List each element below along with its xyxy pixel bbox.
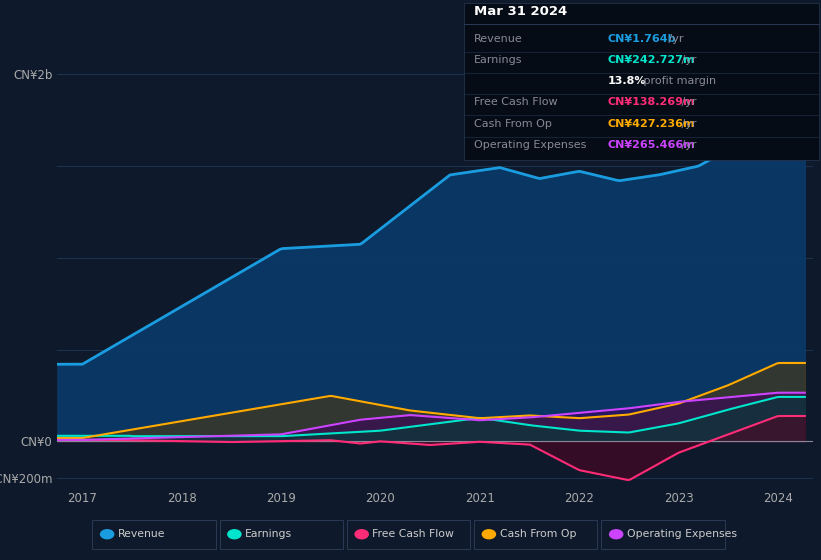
Text: Operating Expenses: Operating Expenses xyxy=(474,140,586,150)
Text: CN¥265.466m: CN¥265.466m xyxy=(608,140,695,150)
Text: Operating Expenses: Operating Expenses xyxy=(627,529,736,539)
Text: CN¥427.236m: CN¥427.236m xyxy=(608,119,695,129)
Text: Free Cash Flow: Free Cash Flow xyxy=(474,97,557,108)
Text: Cash From Op: Cash From Op xyxy=(474,119,552,129)
Text: Cash From Op: Cash From Op xyxy=(499,529,576,539)
Text: CN¥1.764b: CN¥1.764b xyxy=(608,34,676,44)
Text: /yr: /yr xyxy=(678,119,696,129)
Text: Revenue: Revenue xyxy=(118,529,165,539)
Text: Revenue: Revenue xyxy=(474,34,522,44)
Text: 13.8%: 13.8% xyxy=(608,76,646,86)
Text: /yr: /yr xyxy=(665,34,684,44)
Text: Free Cash Flow: Free Cash Flow xyxy=(373,529,454,539)
Text: Mar 31 2024: Mar 31 2024 xyxy=(474,5,567,18)
Text: /yr: /yr xyxy=(678,140,696,150)
Text: CN¥138.269m: CN¥138.269m xyxy=(608,97,695,108)
Text: profit margin: profit margin xyxy=(640,76,716,86)
Text: /yr: /yr xyxy=(678,55,696,65)
Text: Earnings: Earnings xyxy=(474,55,522,65)
Text: /yr: /yr xyxy=(678,97,696,108)
Text: Earnings: Earnings xyxy=(245,529,292,539)
Text: CN¥242.727m: CN¥242.727m xyxy=(608,55,695,65)
